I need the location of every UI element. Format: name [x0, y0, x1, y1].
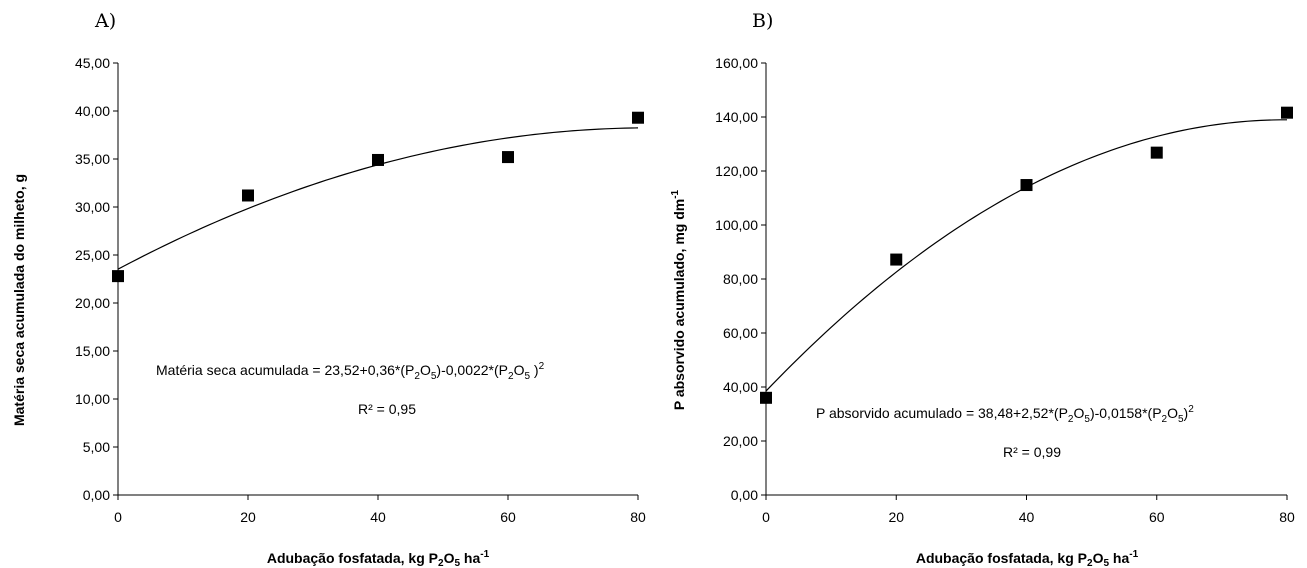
x-tick-label-b-3: 60	[1149, 509, 1165, 525]
y-tick-label-b-0: 0,00	[731, 487, 758, 503]
y-tick-label-a-5: 25,00	[75, 247, 110, 263]
data-point-b-2	[1020, 179, 1033, 192]
data-point-a-2	[372, 153, 384, 166]
data-point-b-4	[1281, 106, 1293, 119]
r-squared-b: R² = 0,99	[1003, 444, 1061, 460]
y-tick-label-a-0: 0,00	[83, 487, 110, 503]
x-tick-label-a-4: 80	[630, 509, 646, 525]
x-tick-label-b-4: 80	[1279, 509, 1295, 525]
x-tick-label-a-2: 40	[370, 509, 386, 525]
chart-a: A) 0,00 5,00 10,00 15,00 20,00 25,00 30,00 35,0…	[11, 10, 646, 568]
chart-b: B) 0,00 20,00 40,00 60,00 80,00 100,00 120,00 1…	[670, 10, 1295, 568]
x-tick-label-b-2: 40	[1019, 509, 1035, 525]
y-axis-title-b: P absorvido acumulado, mg dm-1	[670, 189, 687, 410]
y-tick-label-b-1: 20,00	[723, 433, 758, 449]
data-point-b-1	[890, 253, 903, 266]
x-tick-label-a-1: 20	[240, 509, 256, 525]
y-tick-label-a-4: 20,00	[75, 295, 110, 311]
x-tick-label-a-0: 0	[114, 509, 122, 525]
y-tick-label-a-9: 45,00	[75, 55, 110, 71]
y-tick-label-b-6: 120,00	[715, 163, 758, 179]
y-tick-label-b-4: 80,00	[723, 271, 758, 287]
equation-b: P absorvido acumulado = 38,48+2,52*(P2O5…	[816, 404, 1194, 425]
y-tick-label-a-3: 15,00	[75, 343, 110, 359]
y-axis-title-a: Matéria seca acumulada do milheto, g	[11, 174, 27, 426]
y-tick-label-a-2: 10,00	[75, 391, 110, 407]
equation-a: Matéria seca acumulada = 23,52+0,36*(P2O…	[156, 361, 545, 382]
data-point-a-1	[242, 189, 254, 202]
data-point-a-3	[502, 151, 514, 164]
y-tick-label-a-8: 40,00	[75, 103, 110, 119]
y-tick-label-a-6: 30,00	[75, 199, 110, 215]
y-tick-label-b-3: 60,00	[723, 325, 758, 341]
data-point-b-3	[1150, 146, 1163, 159]
r-squared-a: R² = 0,95	[358, 401, 416, 417]
x-tick-label-b-1: 20	[888, 509, 904, 525]
y-tick-label-a-1: 5,00	[83, 439, 110, 455]
x-tick-label-a-3: 60	[500, 509, 516, 525]
y-tick-label-a-7: 35,00	[75, 151, 110, 167]
y-tick-label-b-7: 140,00	[715, 109, 758, 125]
y-tick-label-b-2: 40,00	[723, 379, 758, 395]
panel-letter-b: B)	[752, 10, 773, 32]
fit-curve-a	[117, 127, 639, 270]
x-axis-title-b: Adubação fosfatada, kg P2O5 ha-1	[916, 549, 1139, 568]
y-tick-label-b-5: 100,00	[715, 217, 758, 233]
y-tick-label-b-8: 160,00	[715, 55, 758, 71]
x-tick-label-b-0: 0	[762, 509, 770, 525]
data-point-a-4	[632, 111, 644, 124]
panel-letter-a: A)	[94, 10, 116, 32]
x-axis-title-a: Adubação fosfatada, kg P2O5 ha-1	[267, 549, 490, 568]
fit-curve-b	[765, 119, 1288, 392]
